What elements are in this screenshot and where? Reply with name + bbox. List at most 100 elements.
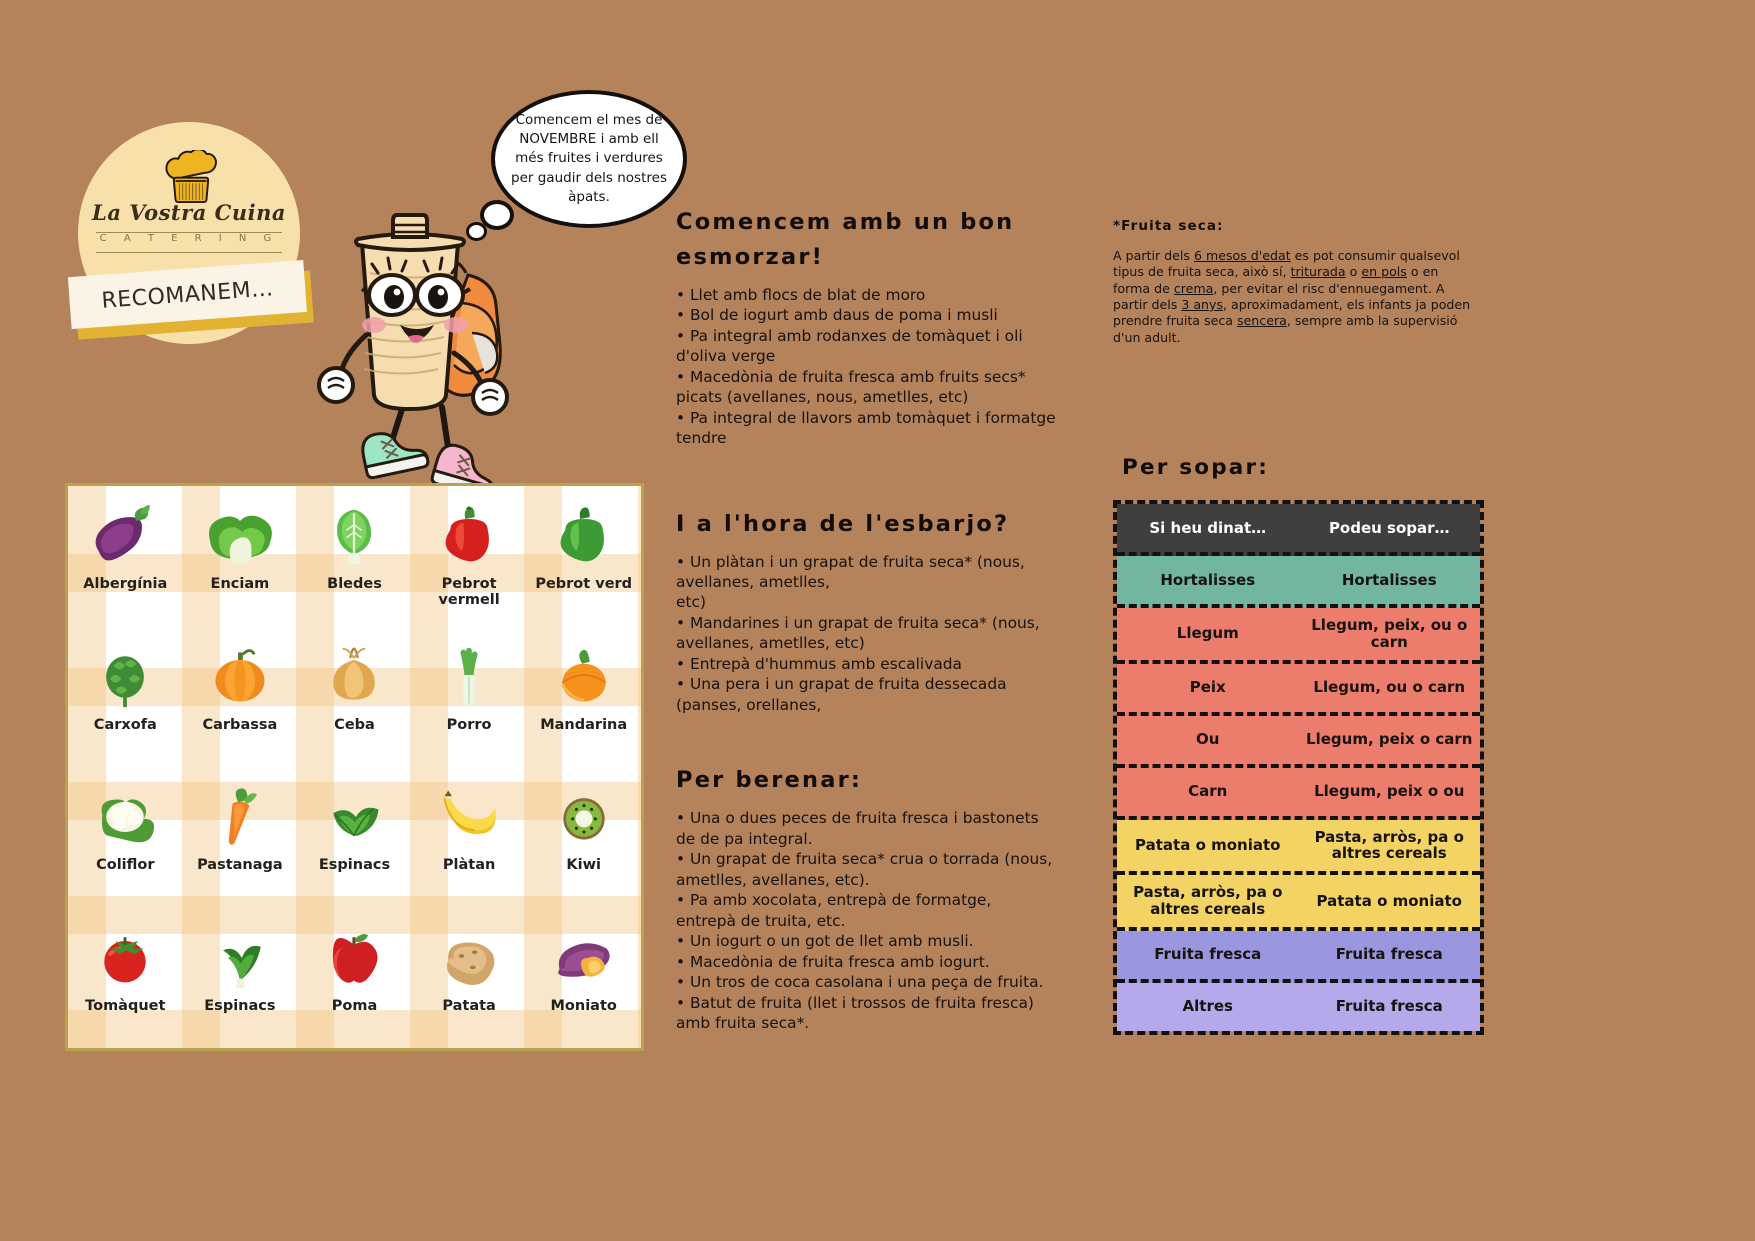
table-cell-right: Fruita fresca — [1335, 997, 1443, 1016]
nuts-note-t7: , sempre amb la supervisió d'un adult. — [1113, 313, 1458, 345]
logo-name: La Vostra Cuina — [92, 200, 286, 225]
table-cell-left: Hortalisses — [1160, 570, 1256, 589]
spinach-icon — [316, 779, 392, 853]
table-cell-right: Llegum, peix o ou — [1314, 782, 1465, 801]
spinach-icon — [202, 920, 278, 994]
produce-label: Bledes — [327, 576, 382, 592]
produce-label: Ceba — [334, 716, 375, 733]
sweet-potato-icon — [546, 920, 622, 994]
produce-cell: Albergínia — [68, 486, 183, 627]
logo-divider-top — [96, 232, 282, 233]
mandarin-icon — [546, 639, 622, 713]
produce-label: Poma — [331, 997, 378, 1014]
produce-label: Moniato — [550, 997, 617, 1014]
onion-icon — [316, 639, 392, 713]
lettuce-icon — [202, 498, 278, 572]
produce-cell: Moniato — [526, 908, 641, 1049]
meal-suggestions-column: Comencem amb un bon esmorzar! • Llet amb… — [676, 205, 1056, 1034]
produce-cell: Carbassa — [183, 627, 298, 768]
table-cell-left: Llegum — [1176, 624, 1239, 643]
table-row: Fruita fresca Fruita fresca — [1117, 930, 1480, 983]
produce-label: Carxofa — [93, 716, 157, 733]
produce-label: Albergínia — [83, 576, 168, 592]
cauliflower-icon — [87, 779, 163, 853]
produce-cell: Pastanaga — [183, 767, 298, 908]
nuts-note: *Fruita seca: A partir dels 6 mesos d'ed… — [1113, 218, 1471, 346]
produce-cell: Pebrot verd — [526, 486, 641, 627]
produce-cell: Enciam — [183, 486, 298, 627]
table-cell-left: Fruita fresca — [1154, 945, 1262, 964]
spacer — [676, 449, 1056, 507]
snack-break-heading: I a l'hora de l'esbarjo? — [676, 510, 1010, 537]
nuts-note-u1: 6 mesos d'edat — [1193, 248, 1291, 263]
produce-label: Kiwi — [566, 857, 601, 873]
table-row: Carn Llegum, peix o ou — [1117, 767, 1480, 820]
produce-label: Pastanaga — [197, 857, 283, 873]
table-cell-left: Altres — [1182, 997, 1233, 1016]
produce-cell: Poma — [297, 908, 412, 1049]
produce-cell: Ceba — [297, 627, 412, 768]
produce-label: Plàtan — [442, 857, 496, 873]
nuts-note-t4: o en forma de — [1113, 264, 1439, 296]
table-cell-right: Llegum, peix, ou o carn — [1311, 616, 1468, 651]
table-cell-left: Pasta, arròs, pa o altres cereals — [1133, 883, 1283, 918]
mascot-illustration — [300, 185, 570, 500]
potato-icon — [431, 920, 507, 994]
leek-icon — [431, 639, 507, 713]
table-cell-right: Patata o moniato — [1316, 891, 1462, 910]
produce-cell: Espinacs — [297, 767, 412, 908]
nuts-note-t1: A partir dels — [1113, 248, 1194, 263]
produce-label: Carbassa — [202, 716, 278, 733]
table-cell-left: Patata o moniato — [1135, 835, 1281, 854]
produce-label: Patata — [442, 997, 496, 1014]
snack-break-items: • Un plàtan i un grapat de fruita seca* … — [676, 552, 1040, 714]
nuts-note-body: A partir dels 6 mesos d'edat es pot cons… — [1113, 248, 1471, 346]
speech-bubble-tail-small — [466, 222, 487, 241]
speech-bubble: Comencem el mes de NOVEMBRE i amb ell mé… — [491, 90, 687, 228]
apple-icon — [316, 920, 392, 994]
nuts-note-u6: sencera — [1236, 313, 1287, 329]
produce-cell: Porro — [412, 627, 527, 768]
table-cell-right: Hortalisses — [1341, 570, 1437, 589]
produce-grid: Albergínia Enciam — [68, 486, 641, 1048]
table-cell-right: Llegum, ou o carn — [1313, 678, 1466, 697]
chard-icon — [316, 498, 392, 572]
kiwi-icon — [546, 779, 622, 853]
produce-cell: Mandarina — [526, 627, 641, 768]
produce-cell: Carxofa — [68, 627, 183, 768]
table-row: Hortalisses Hortalisses — [1117, 556, 1480, 608]
speech-bubble-tail — [480, 200, 514, 230]
green-pepper-icon — [546, 498, 622, 572]
table-row: Pasta, arròs, pa o altres cereals Patata … — [1117, 875, 1480, 931]
table-body: Hortalisses Hortalisses Llegum Llegum, peix… — [1117, 556, 1480, 1031]
produce-cell: Plàtan — [412, 767, 527, 908]
produce-label: Pebrot verd — [535, 576, 633, 592]
produce-cell: Patata — [412, 908, 527, 1049]
red-pepper-icon — [431, 498, 507, 572]
table-cell-right: Llegum, peix o carn — [1306, 730, 1473, 749]
table-cell-right: Pasta, arròs, pa o altres cereals — [1314, 827, 1464, 863]
table-cell-left: Ou — [1196, 730, 1220, 749]
nuts-note-t2: es pot consumir qualsevol tipus de fruit… — [1113, 248, 1460, 280]
logo-subtitle: C A T E R I N G — [99, 233, 279, 244]
nuts-note-t3: o — [1345, 264, 1362, 280]
produce-label: Porro — [446, 716, 492, 733]
nuts-note-u2: triturada — [1290, 264, 1346, 280]
dinner-table-title: Per sopar: — [1122, 455, 1270, 480]
table-row: Ou Llegum, peix o carn — [1117, 715, 1480, 768]
table-row: Altres Fruita fresca — [1117, 982, 1480, 1031]
produce-cell: Espinacs — [183, 908, 298, 1049]
produce-label: Tomàquet — [85, 997, 166, 1014]
logo-divider-bottom — [96, 252, 282, 253]
banana-icon — [431, 779, 507, 853]
table-row: Patata o moniato Pasta, arròs, pa o altre… — [1117, 819, 1480, 876]
nuts-note-u5: 3 anys — [1181, 297, 1224, 313]
table-row: Llegum Llegum, peix, ou o carn — [1117, 608, 1480, 664]
produce-label: Espinacs — [318, 857, 391, 873]
produce-board: Albergínia Enciam — [65, 483, 644, 1051]
dinner-table: Si heu dinat… Podeu sopar… Hortalisses Ho… — [1113, 500, 1484, 1035]
produce-label: Enciam — [210, 576, 270, 592]
produce-label: Espinacs — [204, 997, 276, 1014]
produce-cell: Pebrot vermell — [412, 486, 527, 627]
table-cell-left: Peix — [1189, 678, 1226, 697]
